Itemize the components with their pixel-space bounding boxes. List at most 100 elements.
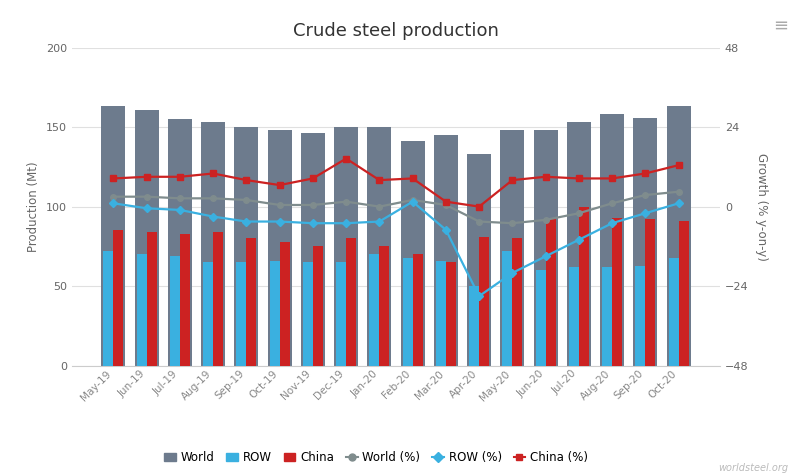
Text: worldsteel.org: worldsteel.org: [718, 463, 788, 473]
World (%): [674, 189, 683, 195]
Bar: [237, 262, 246, 366]
Bar: [678, 221, 689, 366]
China (%): [507, 177, 517, 183]
Bar: [134, 110, 158, 366]
Title: Crude steel production: Crude steel production: [293, 22, 499, 40]
Bar: [203, 262, 213, 366]
Bar: [370, 255, 379, 366]
ROW (%): [342, 220, 351, 226]
China (%): [441, 199, 450, 205]
World (%): [574, 210, 584, 216]
Bar: [479, 237, 489, 366]
China (%): [474, 204, 484, 209]
China (%): [574, 176, 584, 181]
Bar: [569, 267, 579, 366]
Bar: [137, 255, 146, 366]
Bar: [270, 261, 280, 366]
China (%): [674, 162, 683, 168]
ROW (%): [408, 199, 418, 205]
World (%): [541, 217, 550, 223]
China (%): [308, 176, 318, 181]
World (%): [175, 196, 185, 201]
Bar: [434, 135, 458, 366]
ROW (%): [607, 220, 617, 226]
Bar: [546, 219, 555, 366]
Bar: [502, 251, 512, 366]
ROW (%): [507, 270, 517, 276]
Bar: [612, 218, 622, 366]
Bar: [446, 262, 456, 366]
Bar: [102, 106, 126, 366]
Bar: [180, 234, 190, 366]
Bar: [635, 266, 646, 366]
China (%): [374, 177, 384, 183]
Bar: [367, 127, 391, 366]
World (%): [109, 194, 118, 200]
World (%): [275, 202, 285, 208]
ROW (%): [208, 214, 218, 219]
China (%): [641, 171, 650, 176]
Bar: [467, 154, 491, 366]
Bar: [536, 270, 546, 366]
Bar: [280, 242, 290, 366]
Bar: [602, 267, 612, 366]
Bar: [146, 232, 157, 366]
ROW (%): [374, 218, 384, 224]
China (%): [242, 177, 251, 183]
Y-axis label: Production (Mt): Production (Mt): [27, 162, 41, 252]
ROW (%): [175, 207, 185, 213]
Bar: [201, 122, 225, 366]
ROW (%): [275, 218, 285, 224]
Bar: [114, 230, 123, 366]
Bar: [669, 257, 678, 366]
ROW (%): [474, 293, 484, 299]
China (%): [208, 171, 218, 176]
China (%): [142, 174, 151, 180]
Bar: [512, 238, 522, 366]
Line: China (%): China (%): [110, 156, 682, 209]
Bar: [666, 106, 690, 366]
Bar: [213, 232, 223, 366]
Bar: [413, 255, 422, 366]
Bar: [246, 238, 256, 366]
World (%): [474, 218, 484, 224]
ROW (%): [641, 210, 650, 216]
Bar: [379, 247, 390, 366]
World (%): [641, 192, 650, 198]
China (%): [541, 174, 550, 180]
World (%): [342, 199, 351, 205]
World (%): [507, 220, 517, 226]
Bar: [600, 114, 624, 366]
Bar: [534, 130, 558, 366]
ROW (%): [242, 218, 251, 224]
Bar: [334, 127, 358, 366]
China (%): [275, 182, 285, 188]
Bar: [313, 247, 323, 366]
ROW (%): [308, 220, 318, 226]
Bar: [567, 122, 591, 366]
ROW (%): [142, 205, 151, 211]
World (%): [607, 200, 617, 206]
ROW (%): [109, 200, 118, 206]
Bar: [303, 262, 313, 366]
Bar: [579, 207, 589, 366]
Legend: World, ROW, China, World (%), ROW (%), China (%): World, ROW, China, World (%), ROW (%), C…: [159, 446, 593, 469]
ROW (%): [574, 237, 584, 243]
Line: ROW (%): ROW (%): [110, 199, 682, 299]
Bar: [634, 117, 658, 366]
World (%): [374, 204, 384, 209]
Bar: [646, 219, 655, 366]
Line: World (%): World (%): [110, 189, 682, 226]
Bar: [436, 261, 446, 366]
ROW (%): [441, 227, 450, 233]
Bar: [469, 286, 479, 366]
China (%): [342, 156, 351, 162]
Bar: [301, 133, 325, 366]
ROW (%): [541, 254, 550, 259]
World (%): [208, 196, 218, 201]
China (%): [175, 174, 185, 180]
Y-axis label: Growth (% y-on-y): Growth (% y-on-y): [755, 152, 768, 261]
Bar: [168, 119, 192, 366]
China (%): [408, 176, 418, 181]
Text: ≡: ≡: [773, 17, 788, 35]
